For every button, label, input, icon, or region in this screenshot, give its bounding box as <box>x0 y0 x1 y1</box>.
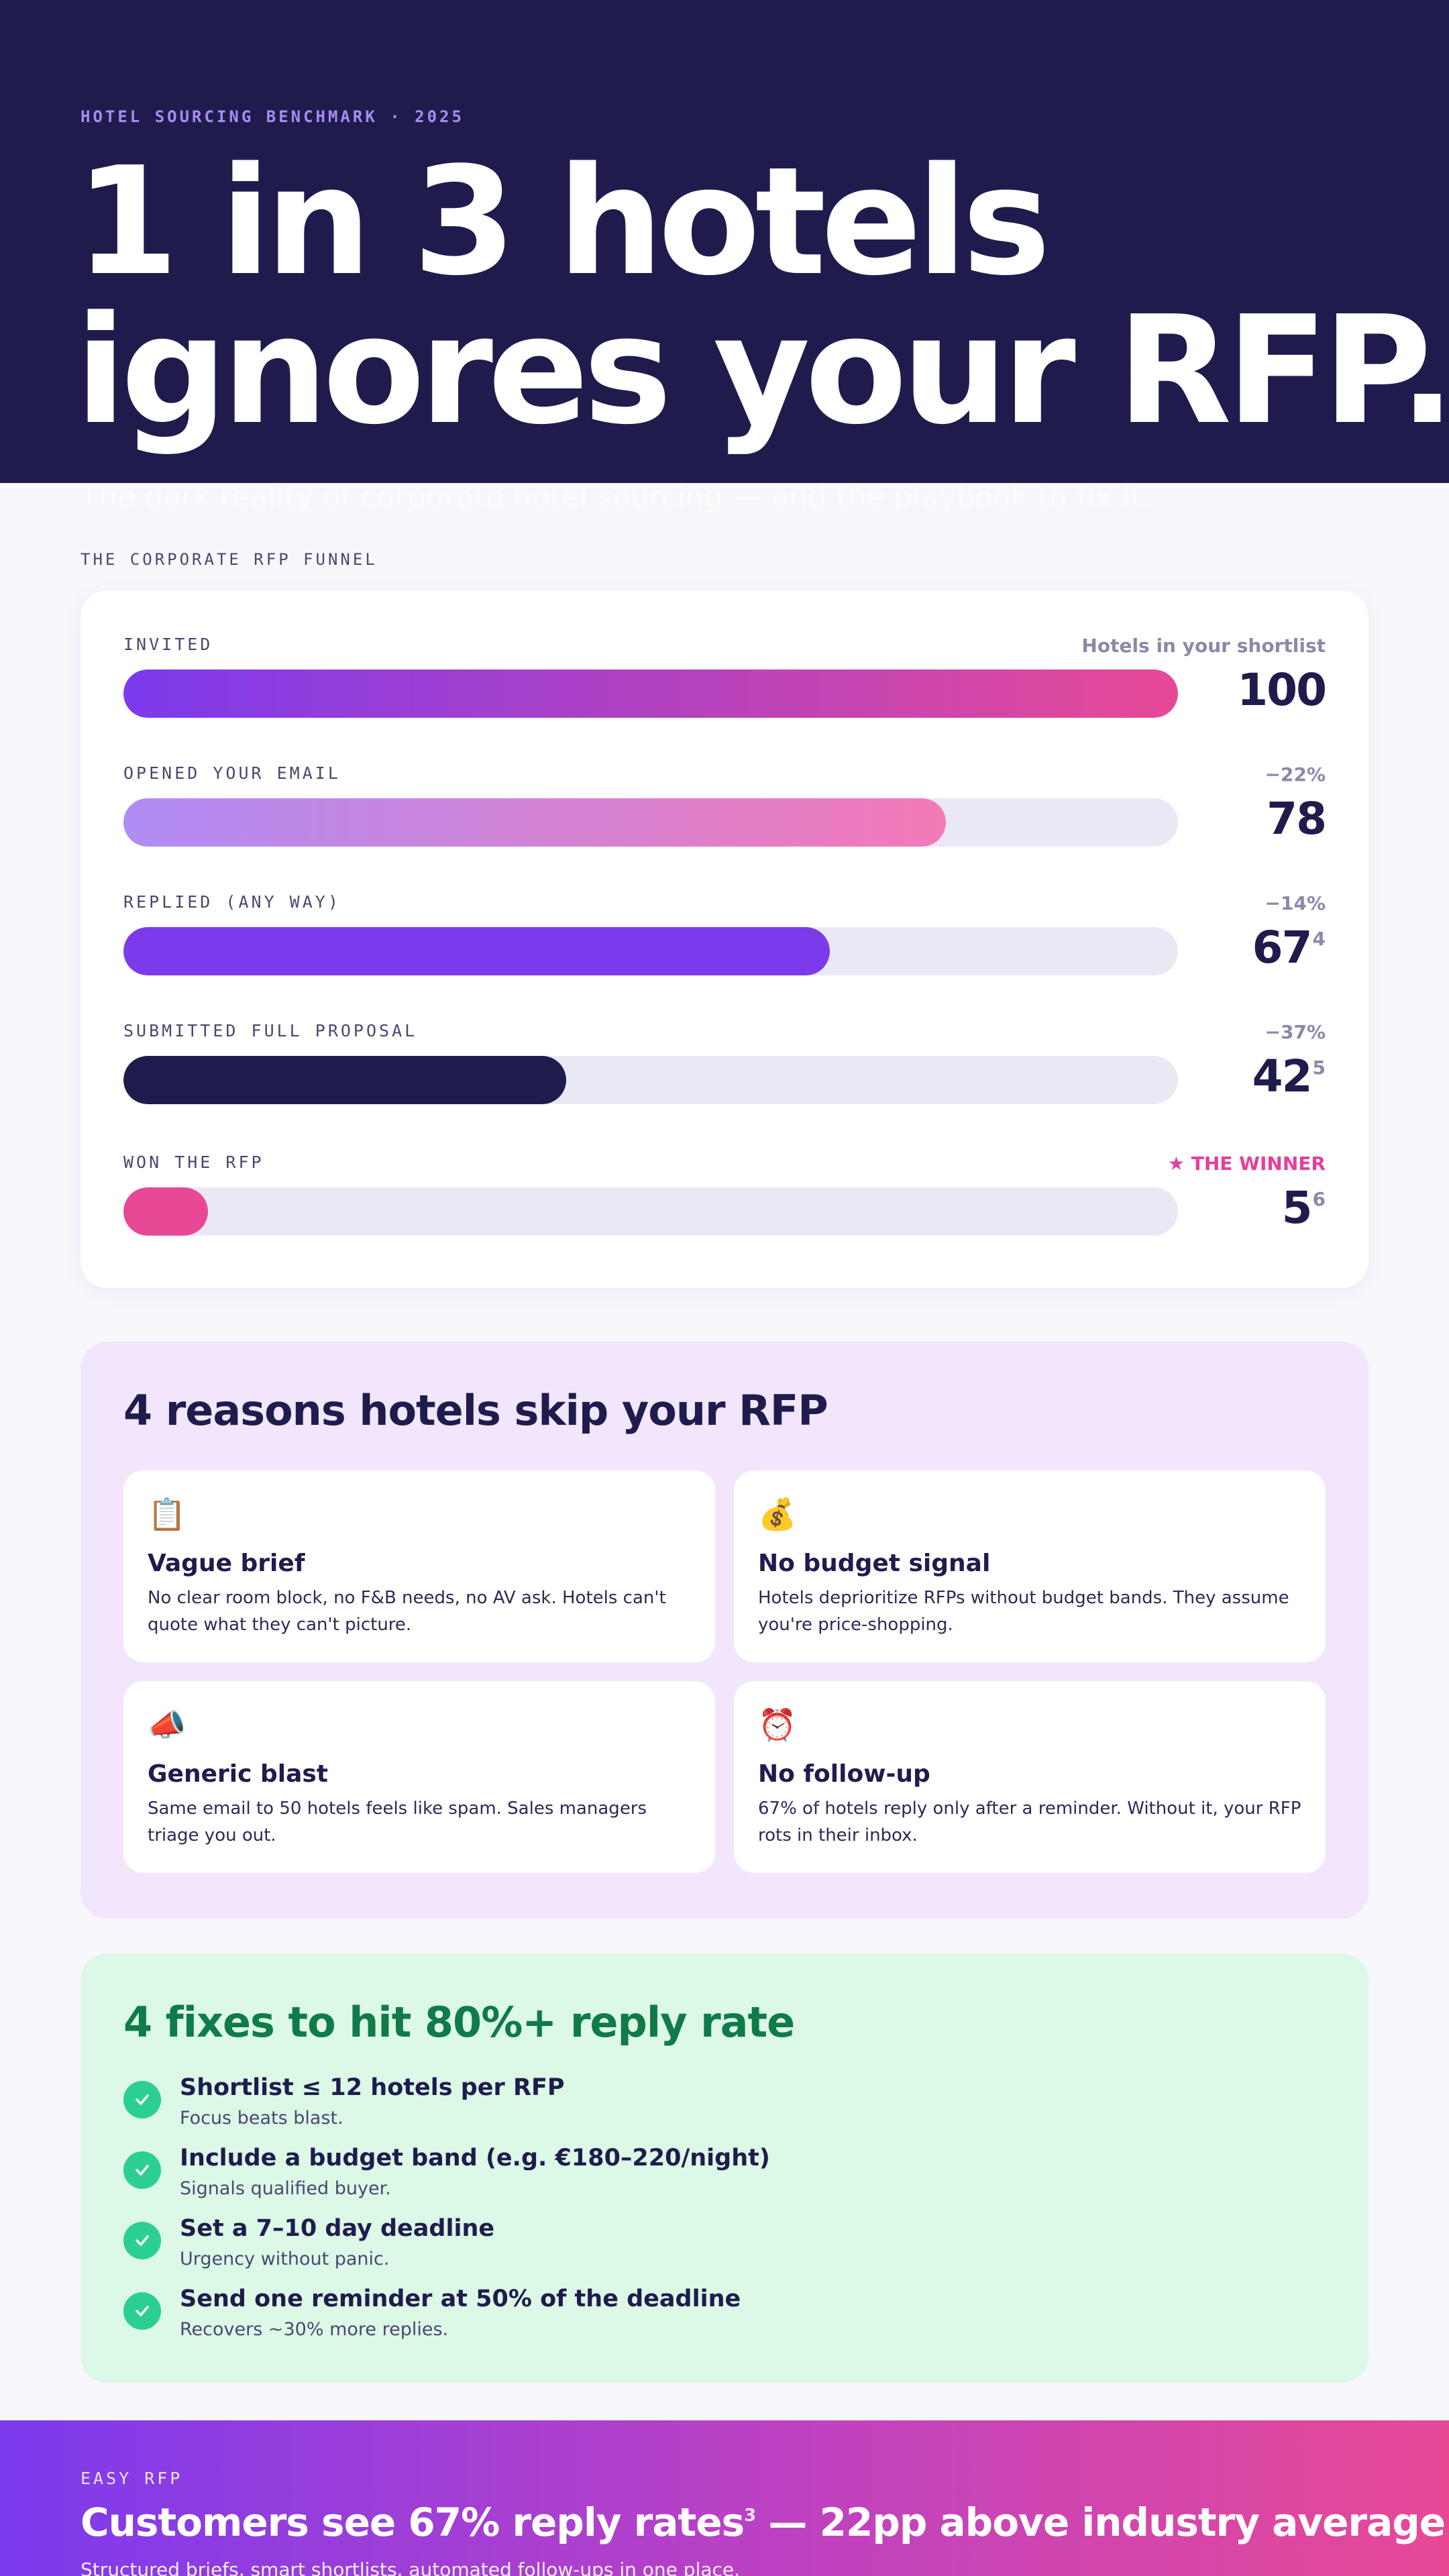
stage-value-number: 100 <box>1237 664 1327 716</box>
fix-title: Include a budget band (e.g. €180–220/nig… <box>180 2145 770 2171</box>
footer-headline: Customers see 67% reply rates3 — 22pp ab… <box>80 2500 1449 2545</box>
funnel-stage-invited: INVITED Hotels in your shortlist 100 <box>123 635 1327 750</box>
money-bag-icon: 💰 <box>758 1496 797 1532</box>
funnel-card: INVITED Hotels in your shortlist 100 OPE… <box>80 590 1368 1288</box>
reason-card: 📣 Generic blast Same email to 50 hotels … <box>123 1681 715 1873</box>
stage-value: 425 <box>1252 1051 1326 1102</box>
alarm-clock-icon: ⏰ <box>758 1707 797 1743</box>
reason-card: 💰 No budget signal Hotels deprioritize R… <box>734 1470 1326 1662</box>
clipboard-icon: 📋 <box>148 1496 186 1532</box>
footer-cta-banner: EASY RFP Customers see 67% reply rates3 … <box>0 2420 1449 2576</box>
stage-note: −22% <box>1265 763 1326 786</box>
stage-label: REPLIED (ANY WAY) <box>123 892 341 912</box>
stage-note: Hotels in your shortlist <box>1081 635 1326 657</box>
reason-title: Generic blast <box>148 1760 329 1788</box>
stage-value-number: 67 <box>1252 922 1313 973</box>
stage-footnote-ref: 5 <box>1312 1057 1326 1079</box>
stage-bar-fill <box>123 1056 567 1104</box>
footer-headline-a: Customers see 67% reply rates <box>80 2500 745 2545</box>
stage-track <box>123 927 1178 975</box>
stage-bar-fill <box>123 1187 208 1236</box>
hero-subtitle: The dark reality of corporate hotel sour… <box>80 482 1152 513</box>
stage-label: OPENED YOUR EMAIL <box>123 763 341 783</box>
stage-value: 674 <box>1252 922 1326 973</box>
stage-track <box>123 669 1178 718</box>
check-icon <box>123 2292 161 2330</box>
funnel-stage-won: WON THE RFP ★ THE WINNER 56 <box>123 1152 1326 1268</box>
stage-label: WON THE RFP <box>123 1152 264 1172</box>
hero-banner: HOTEL SOURCING BENCHMARK · 2025 1 in 3 h… <box>0 0 1449 483</box>
stage-footnote-ref: 4 <box>1312 928 1326 950</box>
headline-line-2: ignores your RFP.4 <box>75 297 1449 483</box>
headline-line-1: 1 in 3 hotels <box>75 136 1051 309</box>
hero-eyebrow: HOTEL SOURCING BENCHMARK · 2025 <box>80 107 464 126</box>
footer-footnote-ref: 3 <box>744 2506 756 2526</box>
funnel-stage-submitted: SUBMITTED FULL PROPOSAL −37% 425 <box>123 1021 1326 1136</box>
fix-subtitle: Urgency without panic. <box>180 2249 390 2269</box>
footer-brand-label: EASY RFP <box>80 2469 183 2488</box>
footer-subtitle: Structured briefs, smart shortlists, aut… <box>80 2559 741 2576</box>
stage-value: 78 <box>1267 793 1327 845</box>
reason-title: Vague brief <box>148 1550 305 1577</box>
hero-headline: 1 in 3 hotels ignores your RFP.4 <box>75 148 1449 483</box>
fix-title: Shortlist ≤ 12 hotels per RFP <box>180 2074 565 2101</box>
fix-item: Send one reminder at 50% of the deadline… <box>123 2286 1264 2346</box>
funnel-stage-replied: REPLIED (ANY WAY) −14% 674 <box>123 892 1326 1008</box>
stage-bar-fill <box>123 798 947 847</box>
stage-bar-fill <box>123 927 830 975</box>
fix-subtitle: Signals qualified buyer. <box>180 2178 391 2199</box>
fix-item: Include a budget band (e.g. €180–220/nig… <box>123 2145 1264 2205</box>
stage-track <box>123 798 1178 847</box>
check-icon <box>123 2081 161 2118</box>
stage-value: 100 <box>1237 664 1327 716</box>
reason-card: ⏰ No follow-up 67% of hotels reply only … <box>734 1681 1326 1873</box>
stage-footnote-ref: 6 <box>1312 1188 1326 1210</box>
fixes-title: 4 fixes to hit 80%+ reply rate <box>123 1998 795 2047</box>
funnel-section-label: THE CORPORATE RFP FUNNEL <box>80 550 378 569</box>
reason-title: No follow-up <box>758 1760 930 1788</box>
reason-text: 67% of hotels reply only after a reminde… <box>758 1799 1301 1845</box>
funnel-stage-opened: OPENED YOUR EMAIL −22% 78 <box>123 763 1327 879</box>
fix-item: Shortlist ≤ 12 hotels per RFP Focus beat… <box>123 2074 1264 2135</box>
fix-title: Set a 7–10 day deadline <box>180 2215 495 2242</box>
stage-value-number: 78 <box>1267 793 1327 845</box>
reasons-panel: 4 reasons hotels skip your RFP 📋 Vague b… <box>80 1342 1368 1919</box>
stage-value-number: 42 <box>1252 1051 1313 1102</box>
stage-value-number: 5 <box>1281 1182 1313 1234</box>
fix-subtitle: Focus beats blast. <box>180 2108 343 2129</box>
reason-text: No clear room block, no F&B needs, no AV… <box>148 1588 666 1635</box>
stage-bar-fill <box>123 669 1178 718</box>
stage-value: 56 <box>1282 1182 1326 1234</box>
reason-text: Hotels deprioritize RFPs without budget … <box>758 1588 1289 1635</box>
footer-headline-b: — 22pp above industry average. <box>755 2500 1449 2545</box>
fix-item: Set a 7–10 day deadline Urgency without … <box>123 2215 1264 2275</box>
stage-note: −14% <box>1265 892 1326 914</box>
stage-track <box>123 1056 1178 1104</box>
fix-subtitle: Recovers ~30% more replies. <box>180 2319 449 2340</box>
reason-text: Same email to 50 hotels feels like spam.… <box>148 1799 647 1845</box>
stage-note: −37% <box>1265 1021 1326 1043</box>
reason-title: No budget signal <box>758 1550 991 1577</box>
reasons-title: 4 reasons hotels skip your RFP <box>123 1386 828 1435</box>
megaphone-icon: 📣 <box>148 1707 186 1743</box>
check-icon <box>123 2222 161 2259</box>
fix-title: Send one reminder at 50% of the deadline <box>180 2286 741 2312</box>
stage-track <box>123 1187 1178 1236</box>
reason-card: 📋 Vague brief No clear room block, no F&… <box>123 1470 715 1662</box>
headline-line-2-text: ignores your RFP. <box>75 284 1449 458</box>
winner-badge: ★ THE WINNER <box>1167 1152 1326 1175</box>
check-icon <box>123 2151 161 2189</box>
fixes-panel: 4 fixes to hit 80%+ reply rate Shortlist… <box>80 1953 1368 2383</box>
stage-label: INVITED <box>123 635 213 654</box>
stage-label: SUBMITTED FULL PROPOSAL <box>123 1021 418 1040</box>
